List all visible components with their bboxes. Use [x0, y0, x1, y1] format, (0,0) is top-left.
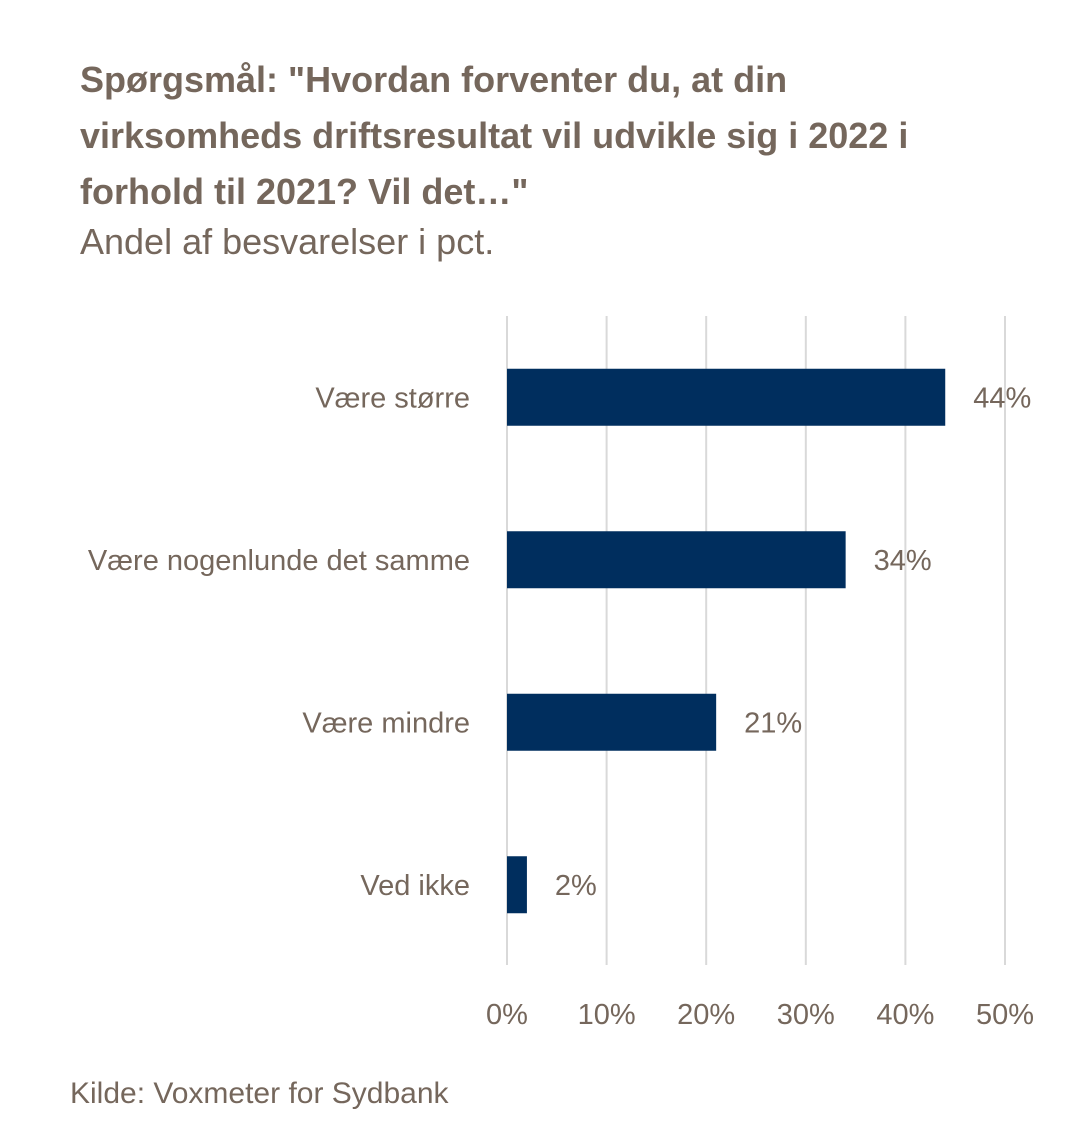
value-labels: 44% 34% 21% 2%: [555, 382, 1031, 902]
category-label: Være nogenlunde det samme: [88, 545, 470, 577]
bar: [507, 856, 527, 914]
x-tick-label: 20%: [677, 999, 735, 1031]
x-tick-label: 50%: [976, 999, 1034, 1031]
data-label: 34%: [874, 545, 932, 577]
x-tick-label: 10%: [578, 999, 636, 1031]
chart-subtitle: Andel af besvarelser i pct.: [80, 221, 495, 262]
category-label: Være større: [315, 382, 470, 414]
bar: [507, 693, 717, 751]
bar: [507, 531, 846, 589]
x-tick-label: 0%: [486, 999, 528, 1031]
x-tick-label: 40%: [876, 999, 934, 1031]
category-label: Være mindre: [302, 707, 470, 739]
bar-chart: Være større Være nogenlunde det samme Være…: [88, 316, 1034, 1031]
bar: [507, 368, 946, 426]
bars: [507, 368, 946, 914]
data-label: 44%: [973, 382, 1031, 414]
source-note: Kilde: Voxmeter for Sydbank: [70, 1077, 449, 1110]
x-axis-ticks: 0% 10% 20% 30% 40% 50%: [486, 999, 1034, 1031]
x-tick-label: 30%: [777, 999, 835, 1031]
category-label: Ved ikke: [360, 870, 470, 902]
category-labels: Være større Være nogenlunde det samme Være…: [88, 382, 470, 902]
chart-title: Spørgsmål: "Hvordan forventer du, at din…: [80, 59, 909, 212]
data-label: 21%: [744, 707, 802, 739]
data-label: 2%: [555, 870, 597, 902]
